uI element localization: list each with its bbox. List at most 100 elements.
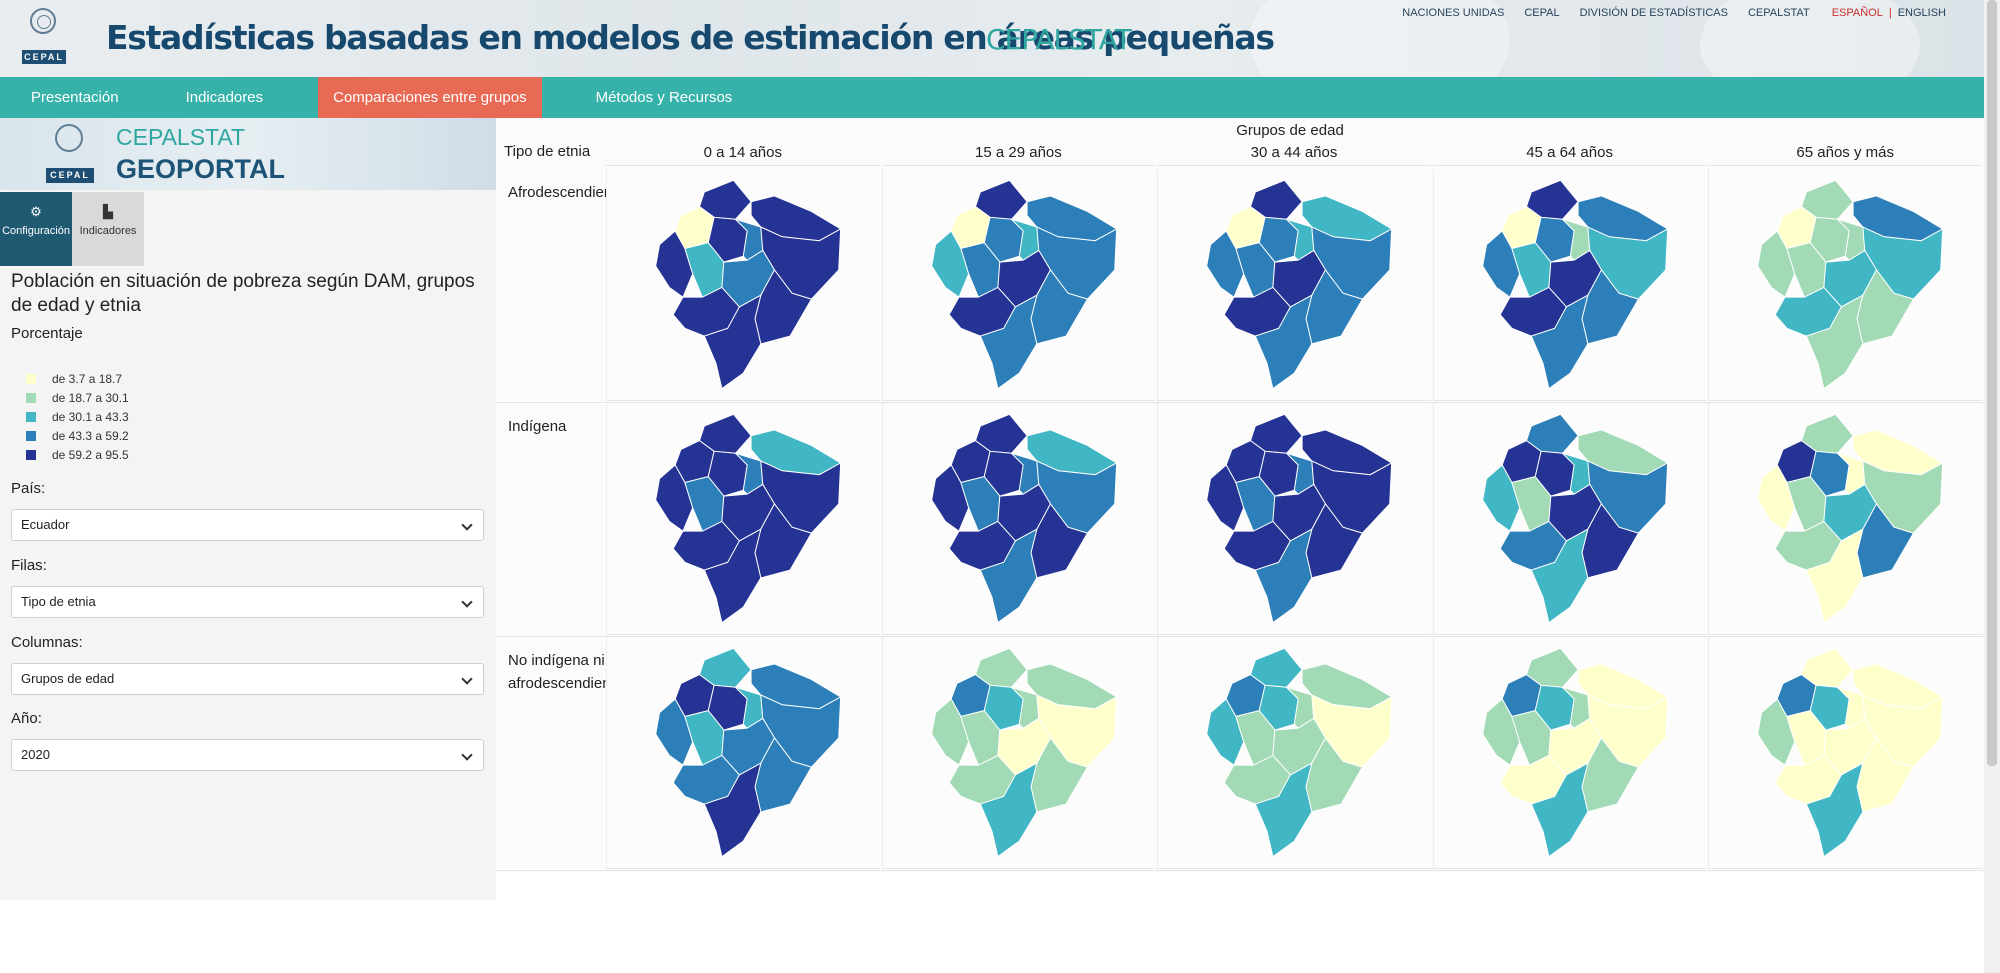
nav-indicadores[interactable]: Indicadores (185, 89, 264, 106)
gear-icon: ⚙ (30, 204, 42, 219)
map-panel[interactable] (881, 637, 1156, 869)
legend-swatch (26, 373, 36, 384)
top-links: NACIONES UNIDAS CEPAL DIVISIÓN DE ESTADÍ… (1402, 7, 1946, 19)
link-naciones-unidas[interactable]: NACIONES UNIDAS (1402, 7, 1505, 19)
config-sidebar: CEPAL CEPALSTAT GEOPORTAL ⚙ Configuració… (0, 118, 496, 900)
map-region[interactable] (1254, 762, 1313, 858)
filas-select-value: Tipo de etnia (21, 594, 96, 609)
legend-label: de 59.2 a 95.5 (52, 447, 129, 462)
filas-select[interactable]: Tipo de etnia (11, 586, 484, 618)
columnas-select-value: Grupos de edad (21, 671, 115, 686)
column-header: 0 a 14 años (606, 144, 880, 166)
column-header: 30 a 44 años (1157, 144, 1431, 166)
map-region[interactable] (1530, 528, 1589, 624)
link-division-estadisticas[interactable]: DIVISIÓN DE ESTADÍSTICAS (1579, 7, 1728, 19)
legend-label: de 18.7 a 30.1 (52, 390, 129, 405)
legend-label: de 3.7 a 18.7 (52, 371, 123, 386)
chevron-down-icon (461, 596, 473, 608)
map-region[interactable] (1806, 294, 1864, 390)
cepal-logo-text: CEPAL (22, 50, 66, 64)
indicator-unit: Porcentaje (11, 325, 83, 342)
map-region[interactable] (1806, 762, 1864, 858)
map-panel[interactable] (1432, 403, 1707, 635)
link-cepal[interactable]: CEPAL (1524, 7, 1560, 19)
map-region[interactable] (703, 762, 762, 858)
page-scrollbar[interactable] (1984, 0, 2000, 973)
anio-select-value: 2020 (21, 747, 50, 762)
nav-presentacion[interactable]: Presentación (31, 89, 119, 106)
ecuador-choropleth-map (1757, 179, 1945, 390)
map-panel[interactable] (1708, 637, 1982, 869)
map-panel[interactable] (1432, 169, 1707, 401)
header-background-decoration (1250, 0, 1510, 77)
map-panel[interactable] (1708, 403, 1982, 635)
map-region[interactable] (1254, 294, 1313, 390)
map-panel[interactable] (606, 403, 880, 635)
map-panel[interactable] (881, 169, 1156, 401)
anio-select[interactable]: 2020 (11, 739, 484, 771)
legend-item: de 59.2 a 95.5 (26, 445, 129, 464)
map-region[interactable] (979, 762, 1038, 858)
lang-espanol[interactable]: ESPAÑOL (1831, 7, 1883, 19)
cepal-logo-text: CEPAL (46, 168, 94, 183)
map-panel[interactable] (606, 169, 880, 401)
map-region[interactable] (1806, 528, 1864, 624)
map-panel[interactable] (1432, 637, 1707, 869)
scrollbar-thumb[interactable] (1987, 0, 1997, 766)
row-label: Indígena (508, 418, 567, 435)
un-cepal-logo[interactable]: CEPAL (20, 6, 66, 64)
nav-comparaciones[interactable]: Comparaciones entre grupos (318, 77, 542, 118)
ecuador-choropleth-map (655, 647, 842, 858)
lang-separator: | (1888, 7, 1892, 19)
map-region[interactable] (703, 294, 762, 390)
row-label: No indígena ni (508, 652, 605, 669)
map-panel[interactable] (881, 403, 1156, 635)
ecuador-choropleth-map (1206, 647, 1393, 858)
legend-item: de 43.3 a 59.2 (26, 426, 129, 445)
map-region[interactable] (1254, 528, 1313, 624)
pais-label: País: (11, 480, 46, 497)
tab-indicadores-label: Indicadores (79, 225, 137, 237)
geoportal-banner: CEPAL CEPALSTAT GEOPORTAL (0, 118, 496, 190)
map-region[interactable] (979, 528, 1038, 624)
sidebar-tabs: ⚙ Configuración ▙ Indicadores (0, 192, 144, 266)
tab-configuracion[interactable]: ⚙ Configuración (0, 192, 72, 266)
ecuador-choropleth-map (655, 179, 842, 390)
map-region[interactable] (703, 528, 762, 624)
map-panel[interactable] (1157, 403, 1431, 635)
map-region[interactable] (979, 294, 1038, 390)
ecuador-choropleth-map (1481, 647, 1669, 858)
tab-indicadores[interactable]: ▙ Indicadores (72, 192, 144, 266)
legend-item: de 30.1 a 43.3 (26, 407, 129, 426)
link-cepalstat[interactable]: CEPALSTAT (1747, 7, 1810, 19)
ecuador-choropleth-map (1757, 413, 1945, 624)
column-group-title: Grupos de edad (1236, 122, 1344, 139)
map-region[interactable] (1530, 762, 1589, 858)
map-panel[interactable] (1157, 637, 1431, 869)
nav-metodos-recursos[interactable]: Métodos y Recursos (595, 89, 733, 106)
row-group-title: Tipo de etnia (504, 143, 591, 160)
main-nav: Presentación Indicadores Comparaciones e… (0, 77, 1984, 118)
chevron-down-icon (461, 749, 473, 761)
map-region[interactable] (1530, 294, 1589, 390)
pais-select[interactable]: Ecuador (11, 509, 484, 541)
map-panel[interactable] (606, 637, 880, 869)
columnas-select[interactable]: Grupos de edad (11, 663, 484, 695)
un-emblem-icon (55, 124, 83, 152)
site-header: CEPAL Estadísticas basadas en modelos de… (0, 0, 1984, 77)
row-label: Afrodescendiente (508, 184, 625, 201)
legend-item: de 3.7 a 18.7 (26, 369, 129, 388)
ecuador-choropleth-map (930, 413, 1118, 624)
ecuador-choropleth-map (1481, 179, 1669, 390)
map-panel[interactable] (1708, 169, 1982, 401)
ecuador-choropleth-map (1206, 179, 1393, 390)
ecuador-choropleth-map (930, 179, 1118, 390)
row-label-line2: afrodescendiente (508, 675, 624, 692)
columnas-label: Columnas: (11, 634, 83, 651)
row-divider (496, 870, 1984, 871)
chevron-down-icon (461, 519, 473, 531)
map-panel[interactable] (1157, 169, 1431, 401)
lang-english[interactable]: ENGLISH (1897, 7, 1946, 19)
geoportal-subtitle: CEPALSTAT (116, 124, 246, 150)
geoportal-title: GEOPORTAL (116, 154, 286, 184)
